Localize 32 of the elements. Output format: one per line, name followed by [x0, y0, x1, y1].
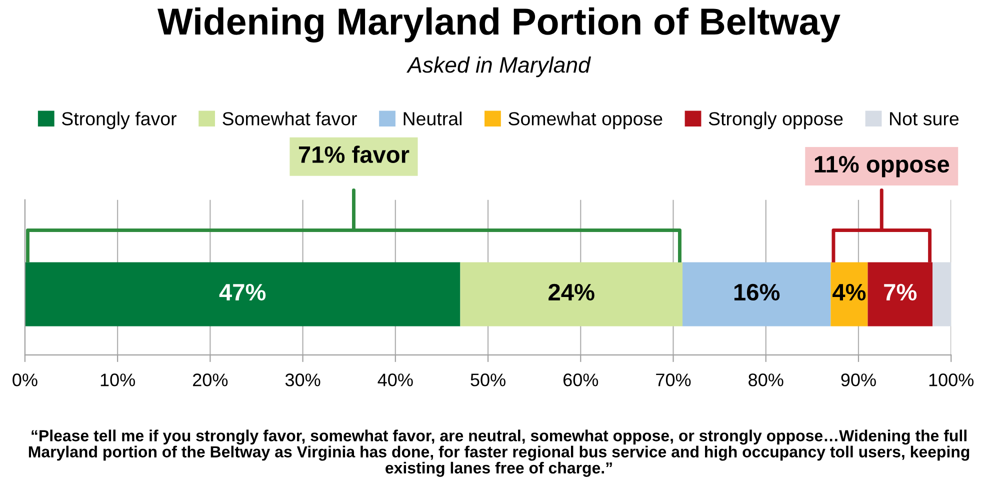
text: 11% oppose [814, 156, 950, 178]
x-tick-label: 80% [748, 374, 784, 386]
x-tick-label: 90% [841, 374, 876, 386]
data-label: 47% [219, 284, 266, 300]
chart-subtitle: Asked in Maryland [406, 56, 591, 78]
data-label: 24% [548, 284, 594, 300]
text: “Please tell me if you strongly favor, somewhat favor, are neutral, somewhat oppose, or strongly oppose…Widening the full Maryland portion of the Beltway as Virginia has done, for faster regional bus service and high occupancy toll users, keeping existing lanes free of charge.” [28, 430, 970, 477]
data-label: 4% [832, 284, 866, 300]
bar [830, 262, 868, 326]
x-tick-label: 20% [193, 374, 228, 386]
x-tick-label: 100% [929, 374, 974, 386]
legend-label: Somewhat favor [222, 112, 357, 126]
x-tick-label: 0% [12, 374, 38, 386]
bar [682, 262, 831, 326]
text: 71% favor [298, 146, 410, 163]
data-label: 16% [734, 284, 780, 301]
bar [932, 262, 952, 326]
x-tick-label: 40% [378, 374, 413, 386]
x-tick-label: 70% [656, 374, 691, 386]
legend-label: Strongly favor [62, 112, 176, 130]
legend-label: Somewhat oppose [508, 112, 662, 130]
legend-label: Neutral [404, 112, 462, 126]
bar [460, 262, 683, 326]
bar [24, 262, 460, 326]
x-tick-label: 50% [470, 374, 506, 386]
legend-label: Strongly oppose [708, 112, 843, 130]
data-label: 7% [884, 284, 917, 300]
chart-title: Widening Maryland Portion of Beltway [158, 7, 840, 42]
x-tick-label: 30% [285, 374, 320, 386]
legend-label: Not sure [890, 112, 959, 126]
x-tick-label: 10% [100, 374, 135, 386]
x-tick-label: 60% [563, 374, 598, 386]
